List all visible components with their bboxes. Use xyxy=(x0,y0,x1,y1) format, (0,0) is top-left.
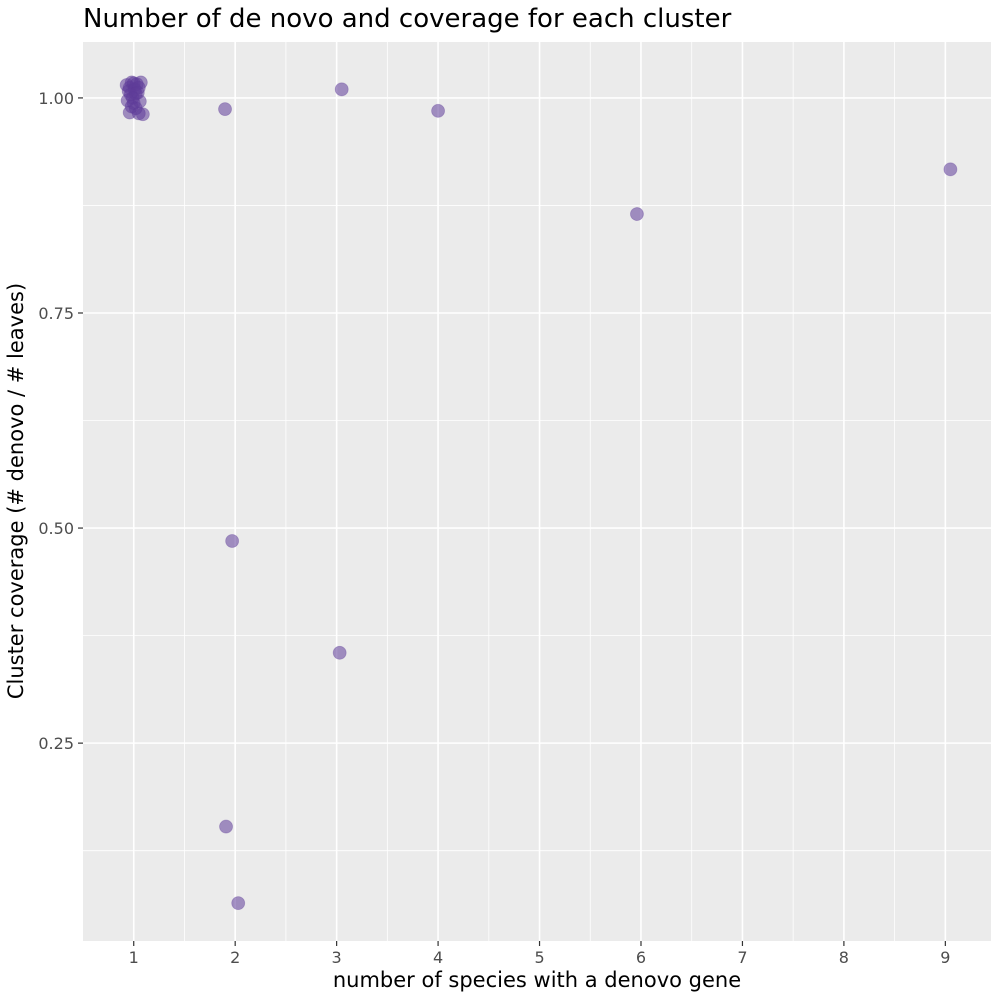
data-points xyxy=(119,75,958,911)
data-point xyxy=(332,645,347,660)
x-tick-label: 5 xyxy=(534,948,544,967)
plot-panel xyxy=(83,42,991,941)
x-tick-label: 4 xyxy=(433,948,443,967)
data-point xyxy=(218,102,232,117)
x-tick-label: 9 xyxy=(940,948,950,967)
y-tick-label: 0.25 xyxy=(38,734,74,753)
data-point xyxy=(231,896,246,911)
x-tick-label: 3 xyxy=(332,948,342,967)
data-point xyxy=(225,534,240,548)
data-point xyxy=(630,207,644,221)
x-tick-label: 2 xyxy=(230,948,240,967)
y-tick-label: 0.75 xyxy=(38,304,74,323)
chart-title: Number of de novo and coverage for each … xyxy=(83,4,732,34)
y-tick-label: 1.00 xyxy=(38,89,74,108)
x-tick-label: 8 xyxy=(839,948,849,967)
x-tick-label: 7 xyxy=(737,948,747,967)
data-point xyxy=(943,162,958,177)
data-point xyxy=(135,107,150,122)
data-point xyxy=(334,82,349,97)
y-tick-label: 0.50 xyxy=(38,519,74,538)
data-point xyxy=(219,819,233,834)
x-axis-title: number of species with a denovo gene xyxy=(333,968,741,992)
axis-ticks: 1 2 3 4 5 6 7 8 9 0.25 0.50 0.75 1.00 xyxy=(38,89,950,967)
data-point xyxy=(431,103,445,118)
x-tick-label: 1 xyxy=(129,948,139,967)
gridlines xyxy=(83,42,991,941)
x-tick-label: 6 xyxy=(636,948,646,967)
y-axis-title: Cluster coverage (# denovo / # leaves) xyxy=(4,283,28,699)
